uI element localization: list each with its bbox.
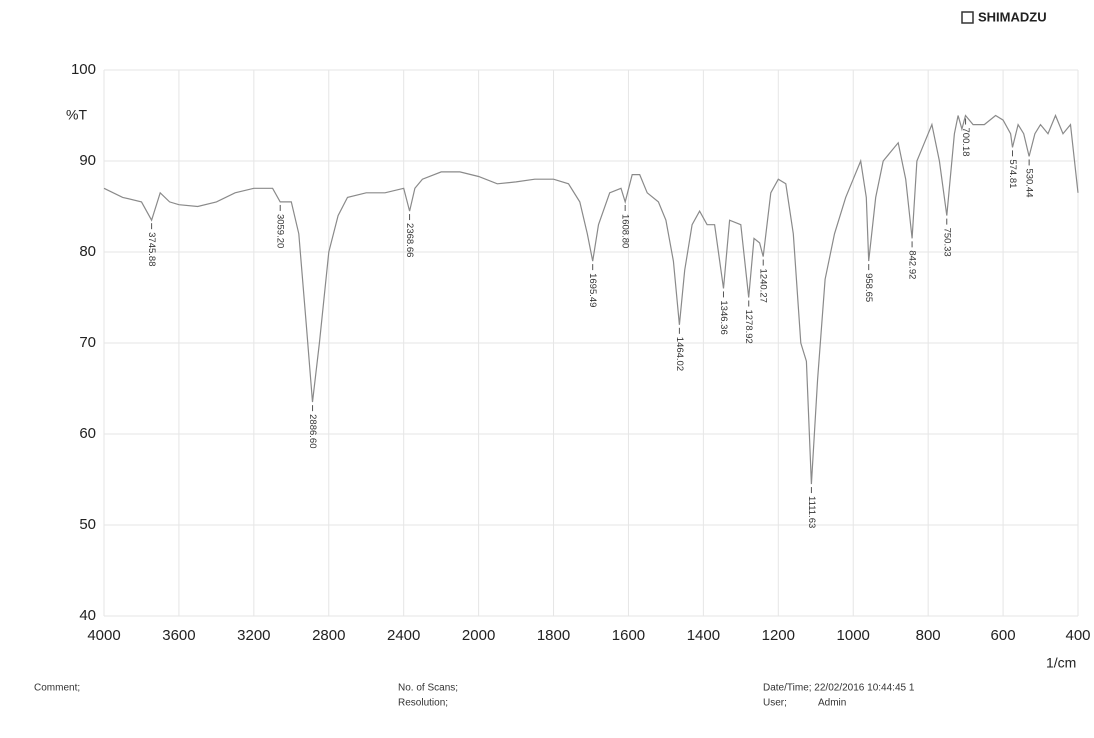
- x-tick-label: 1000: [837, 627, 870, 644]
- y-tick-label: 90: [79, 152, 96, 169]
- peak-label: 1111.63: [806, 496, 817, 528]
- peak-label: 1240.27: [758, 269, 769, 303]
- y-tick-label: 50: [79, 516, 96, 533]
- peak-label: 1278.92: [743, 310, 754, 344]
- peak-label: 2886.60: [307, 414, 318, 448]
- footer-user-name: Admin: [818, 698, 846, 709]
- x-tick-label: 1600: [612, 627, 645, 644]
- x-tick-label: 800: [916, 627, 941, 644]
- footer-user: User;: [763, 698, 787, 709]
- y-tick-label: 40: [79, 607, 96, 624]
- brand: SHIMADZU: [978, 9, 1047, 24]
- peak-label: 842.92: [907, 250, 918, 279]
- x-tick-label: 600: [991, 627, 1016, 644]
- x-tick-label: 400: [1065, 627, 1090, 644]
- peak-label: 2368.66: [404, 223, 415, 257]
- x-tick-label: 3200: [237, 627, 270, 644]
- x-tick-label: 3600: [162, 627, 195, 644]
- y-axis-label: %T: [66, 107, 87, 123]
- peak-label: 1608.80: [620, 214, 631, 248]
- peak-label: 700.18: [960, 128, 971, 157]
- x-tick-label: 2400: [387, 627, 420, 644]
- y-tick-label: 80: [79, 243, 96, 260]
- x-tick-label: 2000: [462, 627, 495, 644]
- peak-label: 530.44: [1024, 168, 1035, 197]
- x-tick-label: 1800: [537, 627, 570, 644]
- peak-label: 958.65: [863, 273, 874, 302]
- peak-label: 750.33: [941, 228, 952, 257]
- peak-label: 3745.88: [146, 232, 157, 266]
- x-tick-label: 1400: [687, 627, 720, 644]
- peak-label: 3059.20: [275, 214, 286, 248]
- footer-comment: Comment;: [34, 683, 80, 694]
- footer-scans: No. of Scans;: [398, 683, 458, 694]
- footer-datetime: Date/Time; 22/02/2016 10:44:45 1: [763, 683, 915, 694]
- x-tick-label: 1200: [762, 627, 795, 644]
- x-tick-label: 4000: [87, 627, 120, 644]
- spectrum-line: [103, 113, 1079, 485]
- peak-label: 1464.02: [674, 337, 685, 371]
- x-axis-label: 1/cm: [1046, 655, 1076, 671]
- brand-icon: [961, 11, 974, 24]
- peak-label: 574.81: [1007, 159, 1018, 188]
- x-tick-label: 2800: [312, 627, 345, 644]
- peak-label: 1695.49: [587, 273, 598, 307]
- y-tick-label: 60: [79, 425, 96, 442]
- y-tick-label: 100: [71, 61, 96, 78]
- y-tick-label: 70: [79, 334, 96, 351]
- footer-resolution: Resolution;: [398, 698, 448, 709]
- peak-label: 1346.36: [718, 300, 729, 334]
